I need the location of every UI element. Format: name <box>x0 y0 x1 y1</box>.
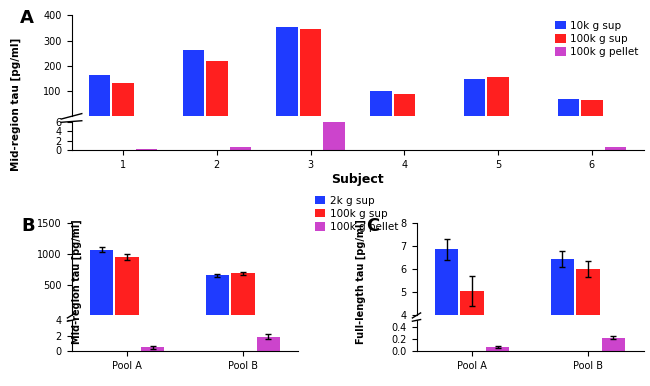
Bar <box>370 91 392 116</box>
Bar <box>141 347 164 351</box>
Bar <box>604 147 626 150</box>
Bar <box>435 249 458 386</box>
Legend: 10k g sup, 100k g sup, 100k g pellet: 10k g sup, 100k g sup, 100k g pellet <box>555 20 638 57</box>
Bar <box>231 273 255 315</box>
Bar <box>90 250 113 315</box>
Bar <box>205 275 229 315</box>
Bar <box>558 99 579 116</box>
Bar <box>206 61 228 116</box>
Bar <box>229 147 251 150</box>
Bar <box>183 50 204 116</box>
Bar <box>136 149 157 150</box>
Bar <box>112 83 134 116</box>
Bar <box>581 100 603 116</box>
Bar <box>394 95 415 116</box>
Bar <box>551 259 574 386</box>
Bar <box>276 27 298 116</box>
Bar <box>460 291 484 386</box>
Bar <box>257 337 280 351</box>
Text: Mid-region tau [pg/ml]: Mid-region tau [pg/ml] <box>72 219 82 344</box>
Bar <box>488 77 509 116</box>
Bar <box>464 79 486 116</box>
Bar <box>115 257 139 315</box>
Bar <box>576 269 600 386</box>
X-axis label: Subject: Subject <box>332 173 384 186</box>
Text: Mid-region tau [pg/ml]: Mid-region tau [pg/ml] <box>11 37 21 171</box>
Legend: 2k g sup, 100k g sup, 100k g pellet: 2k g sup, 100k g sup, 100k g pellet <box>315 196 398 232</box>
Bar <box>486 347 510 351</box>
Text: B: B <box>21 217 35 235</box>
Bar <box>300 29 321 116</box>
Text: C: C <box>367 217 380 235</box>
Bar <box>602 338 625 351</box>
Text: A: A <box>20 9 34 27</box>
Text: Full-length tau [pg/ml]: Full-length tau [pg/ml] <box>356 219 366 344</box>
Bar <box>323 122 345 150</box>
Bar <box>89 75 111 116</box>
